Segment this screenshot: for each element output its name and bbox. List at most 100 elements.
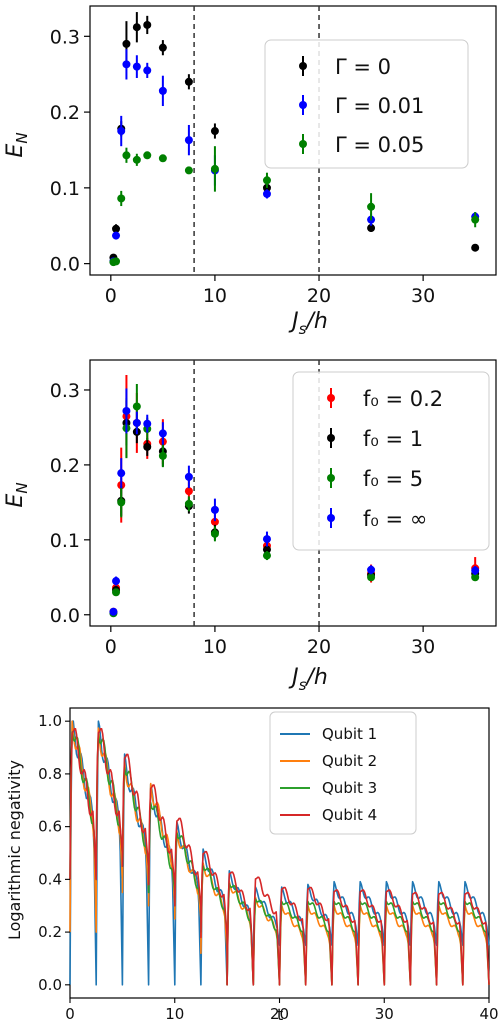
x-tick-label: 30 (411, 636, 435, 658)
data-point (262, 545, 271, 554)
data-point (184, 166, 193, 175)
data-point (143, 442, 152, 451)
data-point (132, 62, 141, 71)
legend: f₀ = 0.2 f₀ = 1 f₀ = 5 f₀ = ∞ (292, 371, 490, 551)
legend-label: Qubit 3 (322, 779, 377, 797)
x-tick-label: 20 (307, 636, 331, 658)
data-point (262, 535, 271, 544)
x-tick-label: 0 (105, 636, 117, 658)
x-tick-label: 30 (375, 1005, 394, 1023)
series-line (69, 727, 490, 986)
legend-label: Qubit 1 (322, 725, 377, 743)
legend-label: f₀ = 1 (363, 427, 423, 451)
data-point (471, 243, 480, 252)
legend-label: Qubit 4 (322, 806, 377, 824)
legend-frame (292, 371, 490, 551)
data-point (117, 194, 126, 203)
data-point (471, 566, 480, 575)
data-point (262, 551, 271, 560)
legend-marker (299, 62, 307, 70)
data-point (112, 257, 121, 266)
x-tick-label: 10 (165, 1005, 184, 1023)
y-tick-label: 0.0 (50, 254, 80, 276)
data-point (367, 565, 376, 574)
data-point (132, 23, 141, 32)
data-point (184, 499, 193, 508)
data-point (367, 202, 376, 211)
data-point (210, 517, 219, 526)
data-point (184, 487, 193, 496)
x-tick-label: 30 (411, 285, 435, 307)
data-point (112, 588, 121, 597)
data-point (143, 419, 152, 428)
data-point (210, 505, 219, 514)
data-point (112, 577, 121, 586)
data-point (132, 155, 141, 164)
legend-marker (327, 514, 335, 522)
legend-frame (264, 39, 469, 169)
data-point (117, 469, 126, 478)
plot-frame (89, 359, 497, 627)
data-point (158, 451, 167, 460)
y-tick-label: 0.8 (38, 765, 62, 783)
data-point (117, 498, 126, 507)
data-point (117, 127, 126, 136)
x-axis-label: Js/h (288, 665, 328, 694)
y-tick-label: 0.2 (50, 455, 80, 477)
legend-label: Γ = 0.05 (335, 133, 424, 157)
data-point (367, 573, 376, 582)
y-tick-label: 0.2 (38, 923, 62, 941)
legend-marker (327, 474, 335, 482)
panel-gamma: 0 10 20 30 0.0 0.1 0.2 0.3 Js/h EN Γ = 0 Γ = 0.0… (3, 5, 497, 338)
legend-marker (299, 140, 307, 148)
legend-label: f₀ = 0.2 (363, 387, 443, 411)
data-point (122, 406, 131, 415)
y-axis-label: EN (3, 482, 31, 507)
data-point (112, 231, 121, 240)
data-point (143, 20, 152, 29)
legend-label: f₀ = ∞ (363, 507, 427, 531)
data-point (158, 429, 167, 438)
data-point (184, 472, 193, 481)
panel-f0: 0 10 20 30 0.0 0.1 0.2 0.3 Js/h EN f₀ = 0.2 f₀ =… (3, 359, 497, 694)
legend-marker (327, 394, 335, 402)
x-axis-label: t (277, 1005, 283, 1024)
legend-label: Qubit 2 (322, 752, 377, 770)
legend-marker (327, 434, 335, 442)
y-tick-label: 0.3 (50, 26, 80, 48)
data-point (471, 215, 480, 224)
data-point (122, 151, 131, 160)
y-tick-label: 0.0 (38, 976, 62, 994)
legend-marker (299, 101, 307, 109)
data-point (109, 607, 118, 616)
data-point (184, 77, 193, 86)
data-point (122, 39, 131, 48)
x-tick-label: 10 (203, 285, 227, 307)
data-point (158, 154, 167, 163)
plot-frame (89, 5, 497, 276)
legend: Qubit 1 Qubit 2 Qubit 3 Qubit 4 (269, 711, 417, 835)
y-axis-label: EN (3, 132, 31, 157)
data-point (112, 224, 121, 233)
x-tick-label: 10 (203, 636, 227, 658)
x-axis-label: Js/h (288, 309, 328, 338)
data-point (184, 136, 193, 145)
y-tick-label: 0.1 (50, 530, 80, 552)
data-point (367, 224, 376, 233)
y-axis-label: Logarithmic negativity (5, 760, 24, 940)
data-point (132, 402, 141, 411)
y-tick-label: 0.3 (50, 380, 80, 402)
y-tick-label: 0.4 (38, 870, 62, 888)
legend: Γ = 0 Γ = 0.01 Γ = 0.05 (264, 39, 469, 169)
legend-label: Γ = 0.01 (335, 94, 424, 118)
x-tick-label: 0 (65, 1005, 75, 1023)
y-tick-label: 1.0 (38, 712, 62, 730)
data-point (210, 529, 219, 538)
y-tick-label: 0.2 (50, 102, 80, 124)
y-tick-label: 0.0 (50, 605, 80, 627)
y-tick-label: 0.6 (38, 818, 62, 836)
x-tick-label: 20 (307, 285, 331, 307)
data-point (210, 127, 219, 136)
x-tick-label: 20 (270, 1005, 289, 1023)
data-point (132, 418, 141, 427)
